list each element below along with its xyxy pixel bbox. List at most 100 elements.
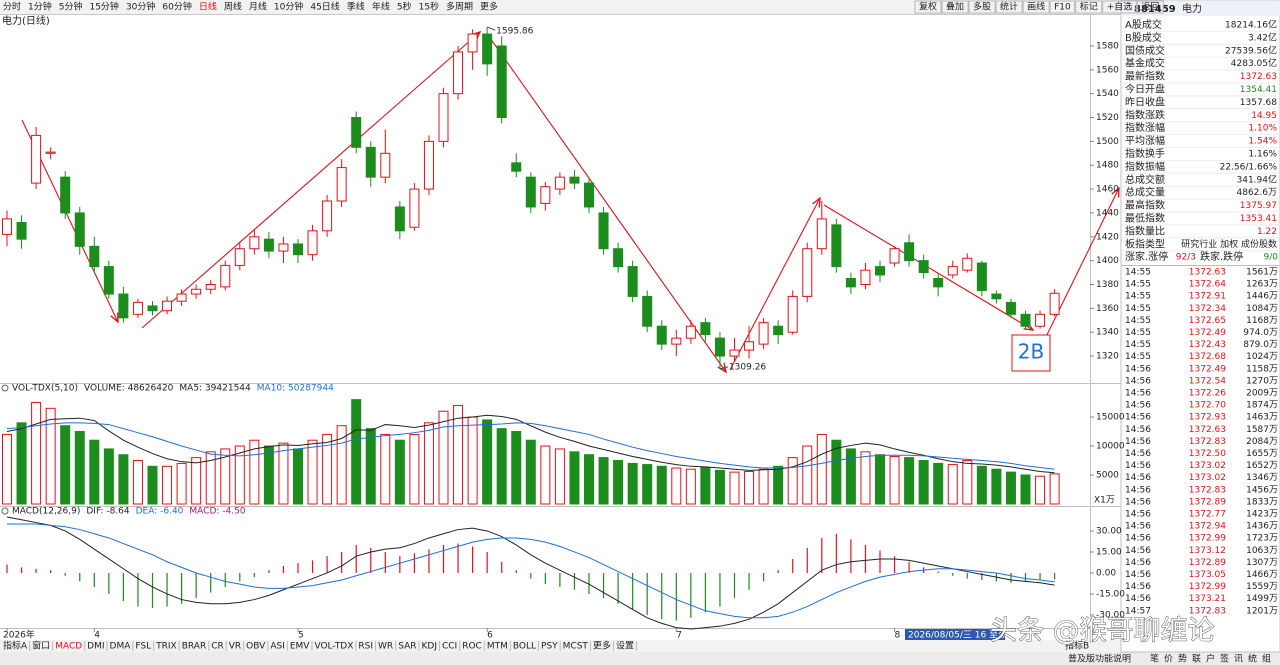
toolbar-item[interactable]: 60分钟 <box>162 1 191 13</box>
indicator-tab[interactable]: CR <box>211 642 224 652</box>
toolbar-item[interactable]: 季线 <box>347 1 365 13</box>
indicator-tab[interactable]: 指标B <box>1065 640 1089 652</box>
x-tick-label: 4 <box>94 631 100 641</box>
toolbar-button[interactable]: 复权 <box>919 1 937 13</box>
toolbar-item[interactable]: 5分钟 <box>59 1 83 13</box>
footer-help[interactable]: 普及版功能说明 <box>1068 653 1131 665</box>
indicator-tab[interactable]: MCST <box>563 642 589 652</box>
candle-body <box>700 322 711 336</box>
toolbar-item[interactable]: 10分钟 <box>274 1 303 13</box>
footer-icon[interactable]: 户 <box>1206 653 1215 665</box>
indicator-line <box>7 523 1055 619</box>
indicator-tab[interactable]: MACD <box>55 642 82 652</box>
toolbar-button[interactable]: +自选 <box>1107 1 1133 13</box>
indicator-tab[interactable]: KDJ <box>421 642 437 652</box>
toolbar-button[interactable]: 返回 <box>1141 1 1159 13</box>
toolbar-item[interactable]: 日线 <box>199 1 217 13</box>
stat-label: 平均涨幅 <box>1125 134 1165 147</box>
candle-body <box>220 264 231 288</box>
toolbar-button[interactable]: 统计 <box>1000 1 1018 13</box>
volume-bar <box>671 467 682 505</box>
candle-body <box>744 341 755 351</box>
indicator-tab[interactable]: BRAR <box>182 642 206 652</box>
toolbar-item[interactable]: 月线 <box>249 1 267 13</box>
volume-bar <box>103 448 114 505</box>
candle-body <box>525 176 536 208</box>
indicator-tab[interactable]: RSI <box>358 642 373 652</box>
legend-entry: MA10: 50287944 <box>257 384 334 394</box>
toolbar-item[interactable]: 年线 <box>372 1 390 13</box>
toolbar-button[interactable]: 多股 <box>973 1 991 13</box>
tick-time: 14:55 <box>1125 352 1151 362</box>
tick-time: 14:56 <box>1125 473 1151 483</box>
indicator-tab[interactable]: PSY <box>541 642 558 652</box>
indicator-tab[interactable]: 更多 <box>593 640 611 652</box>
footer-icon[interactable]: 笔 <box>1150 653 1159 665</box>
toolbar-item[interactable]: 分时 <box>3 1 21 13</box>
indicator-tab[interactable]: WR <box>378 642 393 652</box>
volume-bar <box>467 416 478 505</box>
toolbar-item[interactable]: 周线 <box>224 1 242 13</box>
tick-price: 1373.12 <box>1189 546 1226 556</box>
candle-body <box>918 260 929 274</box>
footer-icon[interactable]: 讯 <box>1234 654 1243 665</box>
indicator-tab[interactable]: 窗口 <box>32 640 50 652</box>
volume-bar <box>453 404 464 505</box>
tick-volume: 1833万 <box>1246 497 1278 507</box>
tick-volume: 1655万 <box>1246 449 1278 459</box>
indicator-tab[interactable]: ROC <box>462 642 482 652</box>
indicator-tab[interactable]: VOL-TDX <box>314 642 353 652</box>
candle-body <box>904 242 915 262</box>
toolbar-button[interactable]: 画线 <box>1027 1 1045 13</box>
indicator-tab[interactable]: TRIX <box>155 642 177 652</box>
toolbar-item[interactable]: 30分钟 <box>126 1 155 13</box>
indicator-tab[interactable]: 指标A <box>3 640 28 652</box>
toolbar-button[interactable]: 标记 <box>1080 1 1098 13</box>
indicator-tab[interactable]: EMV <box>290 642 310 652</box>
tick-time: 14:56 <box>1125 497 1151 507</box>
toolbar-item[interactable]: 5秒 <box>397 1 412 13</box>
tick-price: 1372.83 <box>1189 437 1226 447</box>
footer-icon[interactable]: 价 <box>1164 654 1173 665</box>
toolbar-item[interactable]: 15分钟 <box>89 1 118 13</box>
footer-icon[interactable]: 组 <box>1262 653 1271 665</box>
indicator-tab[interactable]: FSL <box>135 642 151 652</box>
footer-icon[interactable]: 统 <box>1248 653 1257 665</box>
y-tick-label: 1360 <box>1096 304 1119 314</box>
toolbar-button-frame <box>968 0 996 14</box>
indicator-tab[interactable]: OBV <box>246 642 266 652</box>
toolbar-button[interactable]: F10 <box>1054 3 1071 13</box>
indicator-tab[interactable]: 设置 <box>616 641 634 652</box>
indicator-tab[interactable]: DMI <box>87 642 104 652</box>
tick-time: 14:56 <box>1125 461 1151 471</box>
pane-icon <box>1 384 9 392</box>
footer-icon[interactable]: 联 <box>1192 654 1201 665</box>
volume-bar <box>773 465 784 505</box>
y-tick-label: 1420 <box>1096 232 1119 242</box>
candle-body <box>162 300 173 312</box>
toolbar-item[interactable]: 15秒 <box>419 1 439 13</box>
indicator-line <box>6 414 1055 474</box>
candle-body <box>394 206 405 232</box>
toolbar-button[interactable]: 叠加 <box>946 2 964 13</box>
candle-body <box>554 176 565 190</box>
indicator-tab[interactable]: BOLL <box>513 642 536 652</box>
toolbar-item[interactable]: 更多 <box>480 1 498 13</box>
candle-body <box>263 238 274 252</box>
toolbar-item[interactable]: 多周期 <box>446 1 473 13</box>
toolbar-item[interactable]: 45日线 <box>310 1 339 13</box>
candle-body <box>1005 301 1016 315</box>
indicator-tab[interactable]: CCI <box>442 642 457 652</box>
indicator-tab[interactable]: VR <box>229 642 241 652</box>
indicator-tab[interactable]: ASI <box>270 642 285 652</box>
indicator-tab[interactable]: SAR <box>398 642 416 652</box>
indicator-tab[interactable]: DMA <box>110 642 132 652</box>
footer-icon[interactable]: 势 <box>1178 653 1187 665</box>
indicator-tab[interactable]: MTM <box>487 642 508 652</box>
toolbar-item[interactable]: 1分钟 <box>28 1 52 13</box>
legend-entry: MACD: -4.50 <box>189 507 245 517</box>
breadth-value: 9/0 <box>1264 253 1279 263</box>
candle-body <box>351 117 362 148</box>
candle-body <box>714 337 725 357</box>
footer-icon[interactable]: 签 <box>1220 653 1229 665</box>
